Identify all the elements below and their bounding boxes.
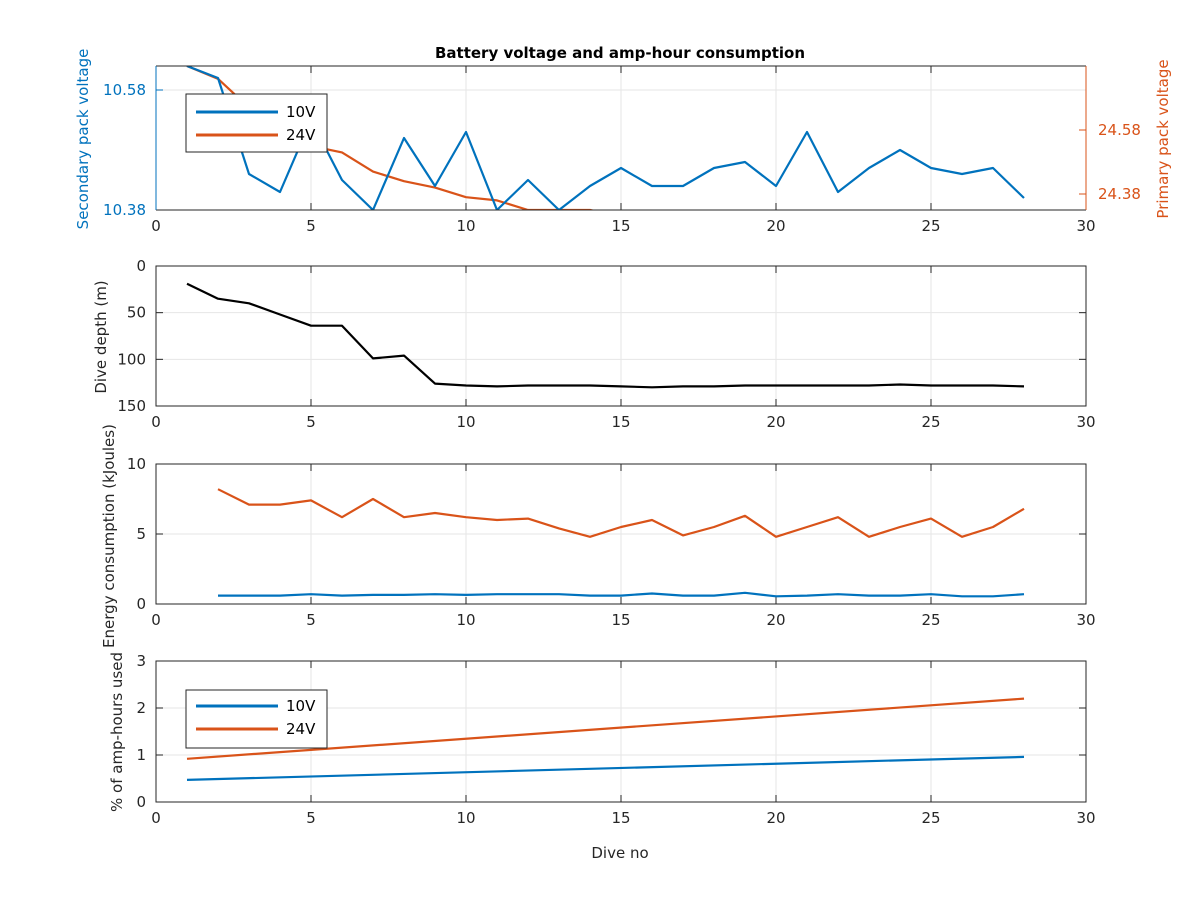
x-tick-label: 10 — [456, 809, 475, 827]
energy-blue-line — [218, 591, 1025, 598]
amp-hours-axis-label: % of amp-hours used — [108, 652, 126, 812]
depth-axis-label: Dive depth (m) — [92, 280, 110, 393]
x-tick-label: 0 — [151, 217, 161, 235]
x-tick-label: 0 — [151, 413, 161, 431]
panel-2-frame — [155, 265, 1087, 407]
x-tick-label: 30 — [1076, 611, 1095, 629]
left-voltage-axis-label: Secondary pack voltage — [74, 49, 92, 230]
voltage-legend-10v-label: 10V — [286, 103, 316, 121]
x-tick-label: 0 — [151, 611, 161, 629]
right-y-tick-label: 24.38 — [1098, 185, 1141, 203]
x-tick-label: 5 — [306, 611, 316, 629]
amp-hours-legend-24v-label: 24V — [286, 720, 316, 738]
x-tick-label: 15 — [611, 611, 630, 629]
y-tick-label: 1 — [136, 746, 146, 764]
panel-4-frame — [155, 660, 1087, 803]
x-tick-label: 5 — [306, 809, 316, 827]
x-tick-label: 20 — [766, 611, 785, 629]
y-tick-label: 0 — [136, 595, 146, 613]
voltage-legend-24v-label: 24V — [286, 126, 316, 144]
x-tick-label: 15 — [611, 217, 630, 235]
y-tick-label: 2 — [136, 699, 146, 717]
y-tick-label: 50 — [127, 304, 146, 322]
right-voltage-axis-label: Primary pack voltage — [1154, 59, 1172, 218]
x-tick-label: 15 — [611, 809, 630, 827]
energy-axis-label: Energy consumption (kJoules) — [100, 424, 118, 648]
voltage-legend: 10V 24V — [185, 93, 328, 153]
y-tick-label: 5 — [136, 525, 146, 543]
x-tick-label: 15 — [611, 413, 630, 431]
amp-hours-legend-box — [185, 689, 328, 749]
amp-hours-10v-line — [186, 755, 1025, 781]
x-tick-label: 25 — [921, 611, 940, 629]
y-tick-label: 3 — [136, 652, 146, 670]
y-tick-label: 100 — [117, 350, 146, 368]
y-tick-label: 0 — [136, 257, 146, 275]
left-y-tick-label: 10.38 — [103, 201, 146, 219]
x-tick-label: 0 — [151, 809, 161, 827]
panel-3-frame — [155, 463, 1087, 605]
y-tick-label: 150 — [117, 397, 146, 415]
panel-3: 0 5 10 15 20 25 30 0 5 10 — [127, 455, 1096, 629]
y-tick-label: 10 — [127, 455, 146, 473]
x-tick-label: 20 — [766, 413, 785, 431]
energy-orange-line — [217, 488, 1025, 538]
panel-2: 0 5 10 15 20 25 30 0 50 100 150 — [117, 257, 1095, 431]
x-tick-label: 10 — [456, 217, 475, 235]
voltage-legend-box — [185, 93, 328, 153]
dive-depth-line — [186, 282, 1025, 389]
right-y-tick-label: 24.58 — [1098, 121, 1141, 139]
x-tick-label: 30 — [1076, 413, 1095, 431]
x-tick-label: 25 — [921, 217, 940, 235]
x-tick-label: 5 — [306, 413, 316, 431]
x-tick-label: 10 — [456, 611, 475, 629]
y-tick-label: 0 — [136, 793, 146, 811]
x-tick-label: 30 — [1076, 217, 1095, 235]
x-tick-label: 20 — [766, 809, 785, 827]
amp-hours-legend-10v-label: 10V — [286, 697, 316, 715]
x-tick-label: 25 — [921, 413, 940, 431]
amp-hours-legend: 10V 24V — [185, 689, 328, 749]
x-axis-label: Dive no — [591, 844, 648, 862]
x-tick-label: 20 — [766, 217, 785, 235]
x-tick-label: 10 — [456, 413, 475, 431]
chart-title: Battery voltage and amp-hour consumption — [435, 44, 805, 62]
amp-hours-24v-line — [186, 697, 1025, 760]
left-y-tick-label: 10.58 — [103, 81, 146, 99]
x-tick-label: 30 — [1076, 809, 1095, 827]
x-tick-label: 5 — [306, 217, 316, 235]
x-tick-label: 25 — [921, 809, 940, 827]
